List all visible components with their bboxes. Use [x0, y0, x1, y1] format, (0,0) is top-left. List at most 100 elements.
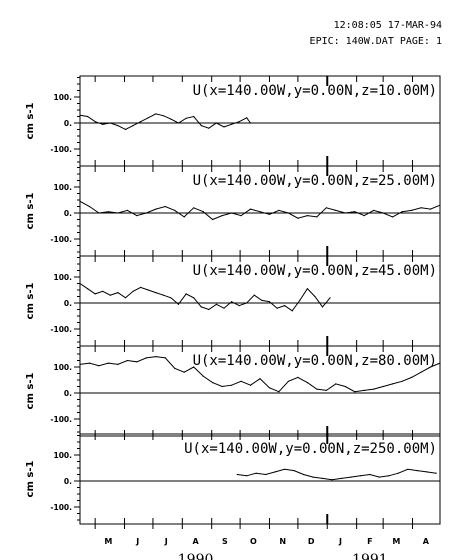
data-point — [420, 371, 422, 373]
y-tick-label: -100. — [50, 235, 72, 244]
data-point — [221, 215, 223, 217]
y-tick-label: 100. — [53, 363, 72, 372]
data-point — [136, 361, 138, 363]
data-point — [147, 117, 149, 119]
panel-5: 100. 0. -100. cm s-1 U(x=140.00W,y=0.00N,z=2… — [25, 433, 441, 525]
data-point — [316, 388, 318, 390]
month-label: D — [308, 537, 315, 546]
data-point — [268, 301, 271, 303]
panel-frame — [79, 345, 441, 437]
data-point — [253, 294, 255, 296]
panel-2: 100. 0. -100. cm s-1 U(x=140.00W,y=0.00N,z=2… — [25, 165, 441, 257]
data-point — [223, 307, 225, 309]
month-label: M — [104, 537, 112, 546]
data-point — [382, 212, 384, 214]
panels: 100. 0. -100. cm s-1 U(x=140.00W,y=0.00N,z=1… — [25, 75, 441, 525]
data-point — [185, 293, 187, 295]
panel-title: U(x=140.00W,y=0.00N,z=80.00M) — [193, 353, 437, 369]
data-point — [401, 211, 403, 213]
data-point — [231, 212, 233, 214]
data-point — [221, 385, 223, 388]
data-point — [155, 113, 157, 115]
data-point — [236, 473, 238, 476]
year-label: 1991 — [352, 552, 388, 560]
data-point — [274, 471, 276, 473]
panel-3: 100. 0. -100. cm s-1 U(x=140.00W,y=0.00N,z=4… — [25, 255, 441, 347]
month-label: F — [367, 537, 372, 546]
data-point — [164, 357, 166, 359]
data-point — [193, 207, 195, 209]
data-point — [340, 477, 343, 479]
data-point — [297, 376, 299, 378]
data-point — [132, 290, 134, 292]
data-point — [202, 375, 204, 377]
data-point — [321, 306, 324, 308]
data-point — [325, 207, 327, 209]
data-point — [411, 209, 413, 211]
y-axis-label: cm s-1 — [25, 461, 36, 498]
data-point — [102, 290, 104, 292]
data-point — [107, 362, 109, 364]
data-point — [392, 216, 394, 218]
data-point — [79, 114, 81, 116]
data-point — [170, 118, 172, 120]
data-point — [183, 371, 185, 373]
data-point — [435, 472, 437, 474]
month-label: A — [192, 537, 199, 546]
data-point — [200, 306, 202, 308]
y-tick-label: 100. — [53, 93, 72, 102]
data-point — [240, 215, 242, 217]
data-point — [276, 307, 278, 309]
y-tick-label: 0. — [64, 209, 72, 218]
y-axis-label: cm s-1 — [25, 103, 36, 140]
data-point — [117, 292, 119, 294]
data-point — [411, 376, 413, 378]
data-point — [325, 389, 327, 391]
header-file-line: EPIC: 140W.DAT PAGE: 1 — [310, 36, 442, 47]
data-point — [185, 117, 187, 119]
data-point — [98, 212, 100, 214]
data-point — [321, 477, 324, 479]
data-point — [162, 294, 164, 296]
month-label: A — [423, 537, 430, 546]
series-line — [79, 200, 441, 221]
data-point — [238, 121, 240, 123]
data-point — [378, 476, 380, 478]
data-point — [278, 391, 280, 393]
data-point — [200, 125, 202, 127]
data-point — [299, 299, 301, 301]
data-point — [231, 123, 233, 125]
data-point — [126, 209, 128, 211]
data-point — [124, 128, 127, 131]
data-point — [249, 122, 252, 124]
data-point — [94, 293, 96, 295]
data-point — [231, 301, 233, 303]
data-point — [117, 212, 119, 214]
y-tick-label: -100. — [50, 145, 72, 154]
y-axis-label: cm s-1 — [25, 283, 36, 320]
data-point — [284, 468, 286, 470]
data-point — [439, 204, 441, 206]
data-point — [164, 205, 166, 208]
month-label: J — [338, 537, 342, 546]
header-timestamp: 12:08:05 17-MAR-94 — [334, 20, 442, 31]
data-point — [88, 205, 91, 208]
data-point — [265, 473, 267, 476]
data-point — [177, 303, 180, 305]
data-point — [117, 363, 119, 365]
data-point — [306, 215, 308, 217]
data-point — [268, 213, 271, 215]
data-point — [246, 475, 248, 477]
data-point — [79, 200, 81, 202]
data-point — [215, 122, 217, 124]
y-tick-label: 100. — [53, 183, 72, 192]
data-point — [155, 292, 157, 294]
data-point — [193, 366, 195, 368]
y-tick-label: -100. — [50, 503, 72, 512]
data-point — [350, 476, 352, 478]
data-point — [246, 117, 248, 119]
y-tick-label: -100. — [50, 415, 72, 424]
data-point — [331, 479, 333, 481]
y-tick-label: 0. — [64, 119, 72, 128]
data-point — [132, 125, 134, 127]
